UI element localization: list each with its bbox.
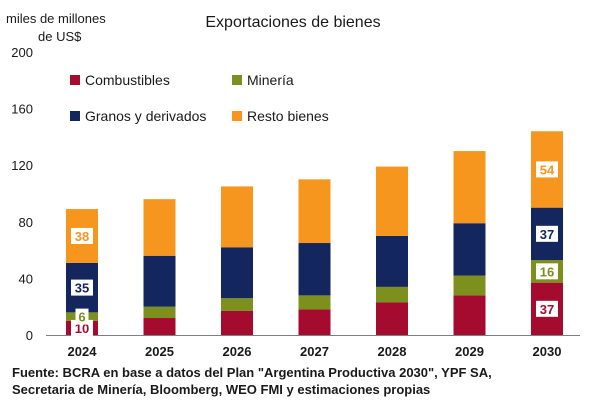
y-tick-label: 120 (11, 158, 33, 173)
bar-segment (453, 223, 486, 276)
bar-segment (453, 295, 486, 335)
data-label: 37 (540, 302, 554, 317)
source-line-2: Secretaria de Minería, Bloomberg, WEO FM… (12, 382, 431, 397)
bar-segment (376, 286, 408, 303)
legend: Combustibles Minería Granos y derivados Res… (70, 72, 329, 124)
y-tick-label: 200 (11, 45, 33, 60)
legend-swatch (70, 75, 80, 85)
bar-segment (376, 166, 408, 236)
data-label-box (536, 263, 558, 280)
bar-segment (143, 306, 176, 319)
bar-segment (453, 275, 486, 296)
bar-segment (221, 186, 253, 248)
x-axis: 2024 2025 2026 2027 2028 2029 2030 (46, 335, 580, 359)
y-axis-label-line-1: miles de millones (6, 11, 106, 26)
bar-segment (221, 310, 253, 335)
y-axis-label-line-2: de US$ (38, 29, 82, 44)
bar-segment (221, 247, 253, 299)
legend-label: Granos y derivados (85, 108, 206, 124)
bar-segment (376, 302, 408, 335)
y-axis: 0 40 80 120 160 200 (11, 45, 33, 343)
bar-segment (298, 243, 331, 296)
bar-segment (376, 235, 408, 287)
x-tick-label: 2024 (68, 344, 98, 359)
data-label-box (536, 161, 558, 178)
data-label: 10 (75, 321, 89, 336)
y-tick-label: 40 (19, 271, 33, 286)
y-tick-label: 80 (19, 215, 33, 230)
bar-segment (298, 295, 331, 310)
data-label-box (71, 227, 93, 244)
x-tick-label: 2030 (533, 344, 562, 359)
data-label: 54 (540, 162, 555, 177)
bar-segment (453, 151, 486, 224)
bar-segment (143, 318, 176, 335)
data-label: 37 (540, 227, 554, 242)
bar-segment (298, 309, 331, 335)
data-label-box (536, 300, 558, 317)
bar-segment (221, 298, 253, 311)
data-labels: 106 35 38 37 16 37 54 (71, 161, 558, 336)
x-tick-label: 2025 (145, 344, 174, 359)
data-label: 38 (75, 229, 89, 244)
data-label: 6 (78, 310, 85, 325)
data-label: 35 (75, 281, 89, 296)
source-line-1: Fuente: BCRA en base a datos del Plan "A… (12, 365, 492, 380)
legend-label: Combustibles (85, 72, 170, 88)
data-label: 16 (540, 264, 554, 279)
bar-segment (143, 255, 176, 307)
legend-label: Minería (247, 72, 294, 88)
data-label-box (71, 279, 93, 296)
data-label-box (75, 308, 89, 325)
x-tick-label: 2027 (300, 344, 329, 359)
data-label-box (536, 225, 558, 242)
x-tick-label: 2028 (378, 344, 407, 359)
legend-swatch (70, 111, 80, 121)
legend-swatch (232, 75, 242, 85)
stacked-bar-chart: Exportaciones de bienes miles de millone… (6, 11, 580, 359)
y-tick-label: 0 (26, 328, 33, 343)
legend-swatch (232, 111, 242, 121)
bar-segment (143, 199, 176, 256)
source-note: Fuente: BCRA en base a datos del Plan "A… (12, 364, 592, 398)
bars (66, 131, 563, 335)
legend-label: Resto bienes (247, 108, 329, 124)
y-tick-label: 160 (11, 102, 33, 117)
x-tick-label: 2026 (223, 344, 252, 359)
x-tick-label: 2029 (455, 344, 484, 359)
bar-segment (298, 179, 331, 244)
chart-title: Exportaciones de bienes (205, 14, 380, 31)
